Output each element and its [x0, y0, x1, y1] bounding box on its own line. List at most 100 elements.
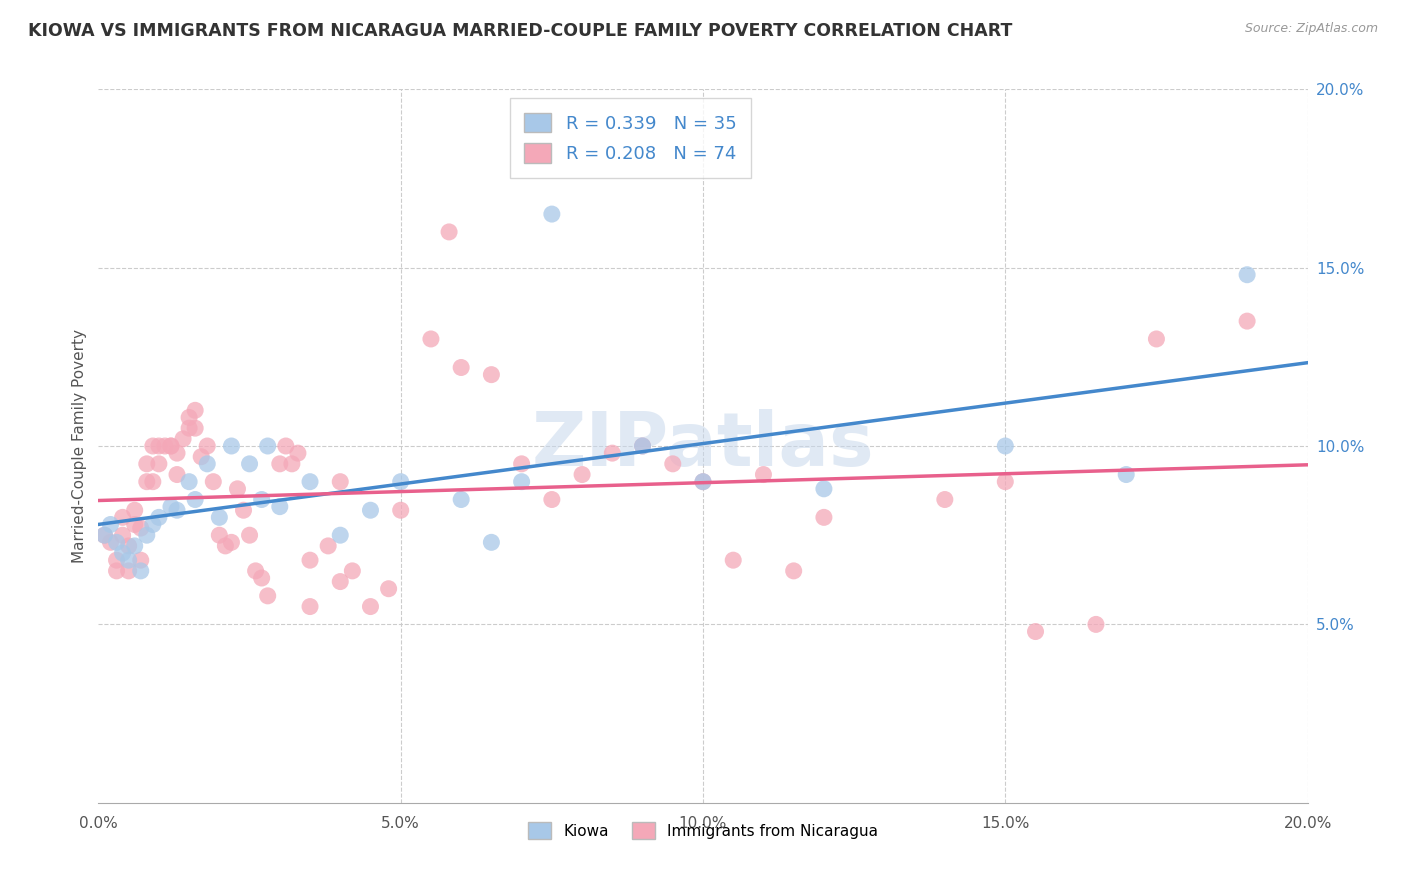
- Point: [481, 535, 503, 549]
- Point: [118, 539, 141, 553]
- Point: [256, 589, 278, 603]
- Point: [329, 528, 352, 542]
- Point: [437, 225, 460, 239]
- Y-axis label: Married-Couple Family Poverty: Married-Couple Family Poverty: [72, 329, 87, 563]
- Point: [135, 457, 157, 471]
- Point: [299, 475, 322, 489]
- Point: [281, 457, 304, 471]
- Point: [214, 539, 236, 553]
- Point: [172, 432, 194, 446]
- Point: [111, 546, 134, 560]
- Point: [420, 332, 443, 346]
- Point: [232, 503, 254, 517]
- Point: [239, 457, 262, 471]
- Point: [195, 439, 218, 453]
- Point: [195, 457, 218, 471]
- Point: [153, 439, 176, 453]
- Point: [221, 535, 243, 549]
- Point: [631, 439, 654, 453]
- Point: [129, 553, 152, 567]
- Point: [124, 517, 146, 532]
- Point: [135, 475, 157, 489]
- Point: [571, 467, 593, 482]
- Point: [111, 510, 134, 524]
- Point: [208, 510, 231, 524]
- Point: [994, 439, 1017, 453]
- Point: [142, 475, 165, 489]
- Point: [329, 475, 352, 489]
- Point: [274, 439, 297, 453]
- Point: [160, 500, 183, 514]
- Point: [377, 582, 399, 596]
- Point: [148, 510, 170, 524]
- Legend: Kiowa, Immigrants from Nicaragua: Kiowa, Immigrants from Nicaragua: [522, 816, 884, 845]
- Point: [752, 467, 775, 482]
- Point: [142, 439, 165, 453]
- Point: [226, 482, 249, 496]
- Point: [179, 421, 201, 435]
- Point: [239, 528, 262, 542]
- Point: [316, 539, 339, 553]
- Point: [245, 564, 267, 578]
- Point: [1236, 314, 1258, 328]
- Point: [692, 475, 714, 489]
- Point: [166, 467, 188, 482]
- Point: [510, 475, 533, 489]
- Point: [179, 410, 201, 425]
- Point: [287, 446, 309, 460]
- Point: [148, 457, 170, 471]
- Point: [329, 574, 352, 589]
- Point: [93, 528, 115, 542]
- Point: [389, 475, 412, 489]
- Point: [166, 446, 188, 460]
- Point: [184, 492, 207, 507]
- Point: [118, 553, 141, 567]
- Point: [221, 439, 243, 453]
- Point: [481, 368, 503, 382]
- Point: [342, 564, 364, 578]
- Point: [1236, 268, 1258, 282]
- Point: [1024, 624, 1046, 639]
- Point: [256, 439, 278, 453]
- Point: [813, 510, 835, 524]
- Point: [105, 553, 128, 567]
- Point: [1085, 617, 1108, 632]
- Point: [994, 475, 1017, 489]
- Point: [208, 528, 231, 542]
- Point: [661, 457, 683, 471]
- Point: [299, 553, 322, 567]
- Point: [540, 207, 562, 221]
- Point: [360, 503, 382, 517]
- Point: [250, 492, 273, 507]
- Point: [129, 521, 152, 535]
- Point: [783, 564, 806, 578]
- Point: [124, 539, 146, 553]
- Point: [1115, 467, 1137, 482]
- Text: ZIPatlas: ZIPatlas: [531, 409, 875, 483]
- Text: Source: ZipAtlas.com: Source: ZipAtlas.com: [1244, 22, 1378, 36]
- Point: [105, 564, 128, 578]
- Point: [179, 475, 201, 489]
- Point: [631, 439, 654, 453]
- Point: [100, 517, 122, 532]
- Point: [269, 457, 291, 471]
- Point: [124, 503, 146, 517]
- Point: [118, 564, 141, 578]
- Point: [450, 360, 472, 375]
- Point: [269, 500, 291, 514]
- Point: [100, 535, 122, 549]
- Point: [692, 475, 714, 489]
- Point: [111, 528, 134, 542]
- Point: [93, 528, 115, 542]
- Point: [299, 599, 322, 614]
- Point: [135, 528, 157, 542]
- Point: [813, 482, 835, 496]
- Point: [160, 439, 183, 453]
- Point: [129, 564, 152, 578]
- Point: [202, 475, 225, 489]
- Point: [160, 439, 183, 453]
- Point: [184, 421, 207, 435]
- Text: KIOWA VS IMMIGRANTS FROM NICARAGUA MARRIED-COUPLE FAMILY POVERTY CORRELATION CHA: KIOWA VS IMMIGRANTS FROM NICARAGUA MARRI…: [28, 22, 1012, 40]
- Point: [934, 492, 956, 507]
- Point: [166, 503, 188, 517]
